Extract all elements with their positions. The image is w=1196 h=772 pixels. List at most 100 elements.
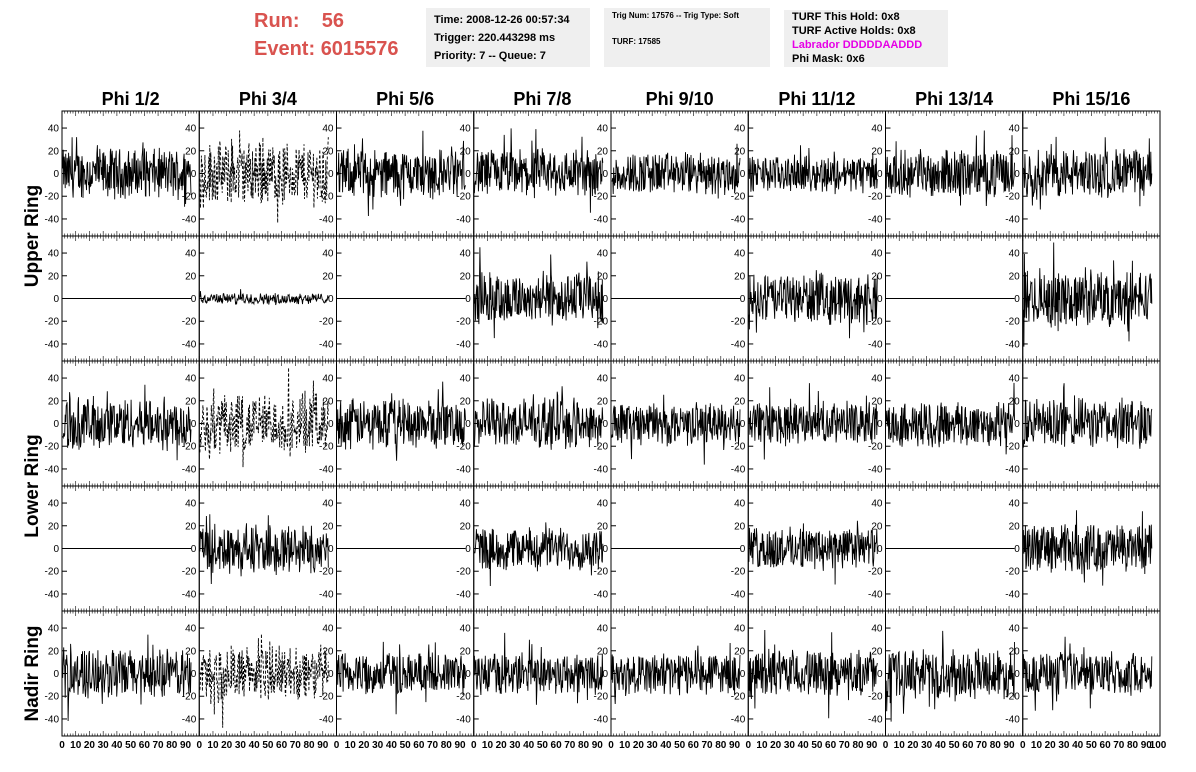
y-tick-label: 20 [322, 646, 334, 657]
y-tick-label: 0 [602, 544, 608, 555]
x-tick-label: 50 [674, 740, 686, 751]
y-tick-label: 0 [877, 669, 883, 680]
run-value: 56 [321, 10, 345, 32]
y-tick-label: 0 [53, 544, 59, 555]
waveform-panel: -40 -20 0 20 40 [456, 110, 612, 237]
waveform-panel: -40 -20 0 20 40 [731, 610, 886, 737]
x-tick-label: 80 [578, 740, 590, 751]
y-tick-label: 20 [322, 271, 334, 282]
y-tick-label: 20 [871, 146, 883, 157]
x-tick-label: 70 [427, 740, 439, 751]
x-tick-label: 10 [619, 740, 631, 751]
x-tick-label: 0 [745, 740, 751, 751]
y-tick-label: -40 [45, 214, 60, 225]
waveform-trace [1022, 636, 1153, 711]
y-tick-label: 20 [597, 396, 609, 407]
panel-frame [610, 360, 749, 487]
y-tick-label: 0 [1014, 294, 1020, 305]
y-tick-label: 40 [460, 249, 472, 260]
x-tick-label: 70 [564, 740, 576, 751]
y-tick-label: 0 [328, 669, 334, 680]
waveform-trace [1022, 136, 1153, 210]
y-tick-label: 40 [185, 124, 197, 135]
x-tick-label: 60 [551, 740, 563, 751]
waveform-trace [473, 128, 604, 213]
waveform-panel: -40 -20 0 20 40 [594, 110, 749, 237]
event-value: 6015576 [320, 38, 399, 60]
event-number: Event: 6015576 [254, 38, 399, 61]
y-tick-label: 40 [322, 249, 334, 260]
y-tick-label: 0 [877, 169, 883, 180]
y-tick-label: 20 [871, 271, 883, 282]
x-tick-label: 50 [400, 740, 412, 751]
y-tick-label: 20 [460, 646, 472, 657]
waveform-panel: -40 -20 0 20 40 [731, 360, 886, 487]
y-tick-label: 20 [734, 146, 746, 157]
y-tick-label: -40 [594, 589, 609, 600]
waveform-panel: -40 -20 0 20 40 [594, 610, 749, 737]
waveform-trace [473, 522, 604, 587]
labrador-text: Labrador DDDDDAADDD [792, 39, 923, 51]
y-tick-label: 0 [191, 419, 197, 430]
waveform-panels: -40 -20 0 20 40 -40 -20 0 20 40 -40 -20 0 20 40 -40 -20 0… [45, 110, 1161, 737]
phi-mask-text: Phi Mask: 0x6 [792, 53, 865, 65]
waveform-trace [336, 641, 466, 715]
y-tick-label: 20 [734, 271, 746, 282]
y-tick-label: 20 [1009, 521, 1021, 532]
x-tick-label: 30 [647, 740, 659, 751]
x-tick-label: 40 [249, 740, 261, 751]
y-tick-label: 20 [871, 521, 883, 532]
y-tick-label: -20 [45, 192, 60, 203]
y-tick-label: 0 [328, 294, 334, 305]
y-tick-label: 40 [185, 374, 197, 385]
y-tick-label: 40 [597, 624, 609, 635]
y-tick-label: 40 [1009, 124, 1021, 135]
y-tick-label: 40 [597, 124, 609, 135]
y-tick-label: 40 [185, 499, 197, 510]
waveform-trace [611, 642, 741, 705]
waveform-trace [885, 382, 1015, 455]
y-tick-label: 20 [48, 146, 60, 157]
y-tick-label: -40 [182, 214, 197, 225]
x-tick-label: 30 [784, 740, 796, 751]
x-axis: 0 10 20 30 40 50 60 70 80 90 0 10 20 30 40 50 60 70 80 90 0 1… [59, 740, 1167, 751]
x-tick-label: 30 [235, 740, 247, 751]
y-tick-label: 0 [465, 544, 471, 555]
y-tick-label: 40 [1009, 499, 1021, 510]
turf-this-hold-text: TURF This Hold: 0x8 [792, 11, 900, 23]
waveform-trace [473, 247, 604, 339]
y-tick-label: 20 [460, 271, 472, 282]
y-tick-label: -20 [1005, 442, 1020, 453]
waveform-trace [199, 633, 329, 728]
y-tick-label: 40 [48, 124, 60, 135]
x-tick-label: 80 [303, 740, 315, 751]
trigger-info-box: Trig Num: 17576 -- Trig Type: Soft TURF:… [604, 8, 770, 67]
x-tick-label: 50 [1086, 740, 1098, 751]
y-tick-label: 0 [465, 294, 471, 305]
y-tick-label: 40 [734, 499, 746, 510]
y-tick-label: -20 [319, 692, 334, 703]
y-tick-label: 40 [48, 249, 60, 260]
y-tick-label: 20 [185, 271, 197, 282]
y-tick-label: 40 [734, 374, 746, 385]
y-tick-label: 20 [1009, 146, 1021, 157]
y-tick-label: 20 [185, 646, 197, 657]
waveform-panel: -40 -20 0 20 40 [45, 235, 200, 362]
waveform-panel: -40 -20 0 20 40 [731, 485, 886, 612]
x-tick-label: 20 [84, 740, 96, 751]
x-tick-label: 90 [866, 740, 878, 751]
y-tick-label: -40 [594, 339, 609, 350]
y-tick-label: 0 [328, 544, 334, 555]
x-tick-label: 50 [537, 740, 549, 751]
y-tick-label: 0 [465, 169, 471, 180]
y-tick-label: -20 [182, 442, 197, 453]
y-tick-label: 20 [322, 396, 334, 407]
y-tick-label: -20 [731, 692, 746, 703]
y-tick-label: -20 [868, 442, 883, 453]
y-tick-label: 20 [734, 646, 746, 657]
y-tick-label: 20 [48, 396, 60, 407]
waveform-panel: -40 -20 0 20 40 [45, 485, 200, 612]
x-tick-label: 90 [729, 740, 741, 751]
waveform-trace [748, 629, 878, 719]
y-tick-label: -40 [456, 339, 471, 350]
